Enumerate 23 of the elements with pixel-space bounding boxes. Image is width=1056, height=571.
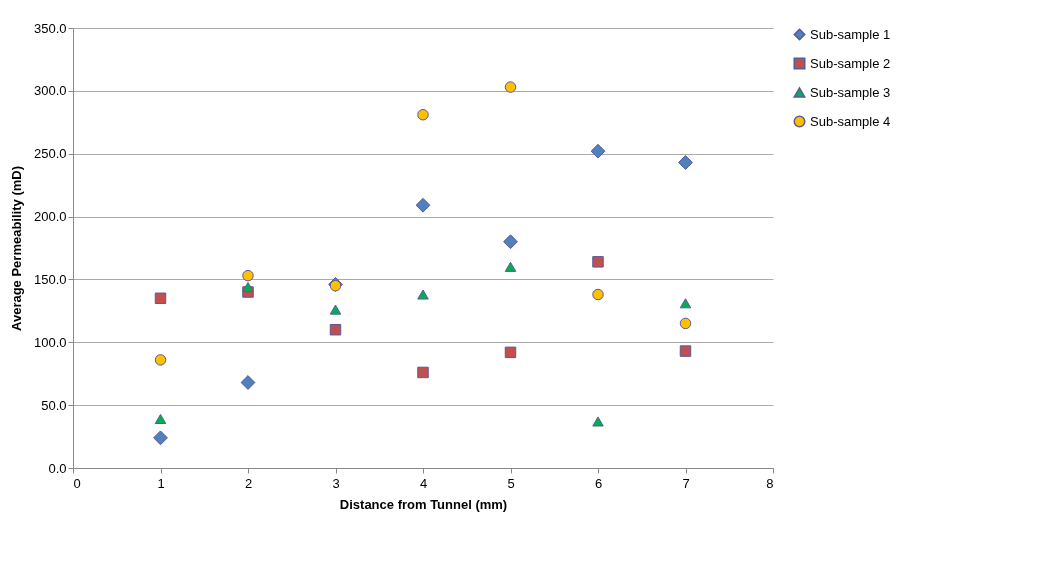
legend-label: Sub-sample 2 bbox=[810, 55, 891, 71]
y-tick-label: 300.0 bbox=[33, 83, 67, 99]
x-tick-label: 8 bbox=[766, 475, 774, 491]
x-tick-label: 0 bbox=[73, 475, 81, 491]
x-axis-title: Distance from Tunnel (mm) bbox=[339, 496, 508, 512]
x-tick-label: 1 bbox=[157, 475, 165, 491]
legend-label: Sub-sample 3 bbox=[810, 84, 891, 100]
y-tick-label: 350.0 bbox=[33, 20, 67, 36]
x-tick-label: 2 bbox=[244, 475, 253, 491]
y-axis-title: Average Permeability (mD) bbox=[8, 166, 24, 331]
y-tick-label: 150.0 bbox=[33, 271, 67, 287]
x-tick-label: 4 bbox=[419, 475, 428, 491]
y-tick-label: 250.0 bbox=[33, 146, 67, 162]
y-tick-label: 100.0 bbox=[33, 334, 67, 350]
x-tick-label: 3 bbox=[332, 475, 340, 491]
y-tick-label: 0.0 bbox=[48, 460, 67, 476]
x-tick-label: 6 bbox=[594, 475, 603, 491]
y-tick-label: 50.0 bbox=[41, 397, 67, 413]
legend-label: Sub-sample 1 bbox=[810, 26, 891, 42]
x-tick-label: 7 bbox=[682, 475, 690, 491]
x-tick-label: 5 bbox=[507, 475, 515, 491]
y-tick-label: 200.0 bbox=[33, 209, 67, 225]
legend-label: Sub-sample 4 bbox=[810, 113, 891, 129]
